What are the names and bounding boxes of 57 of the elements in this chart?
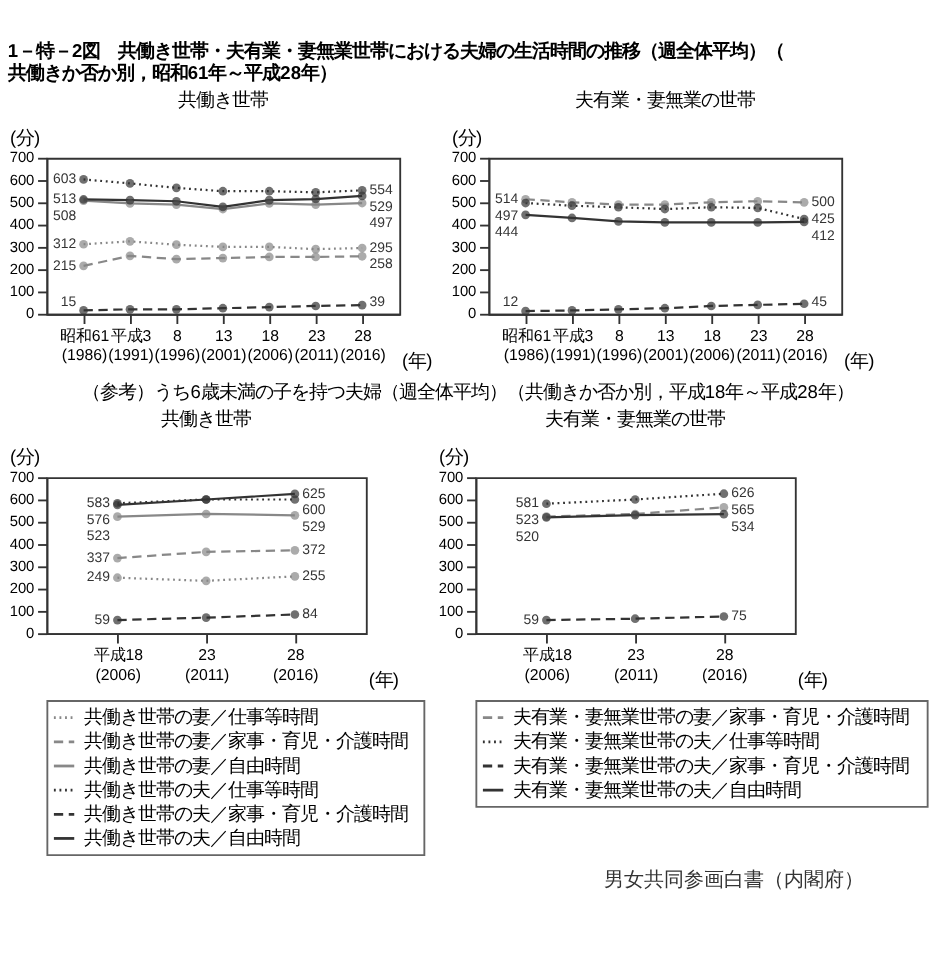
legend-label: 共働き世帯の夫／仕事等時間: [83, 779, 318, 800]
legend-label: 共働き世帯の夫／自由時間: [83, 828, 300, 848]
chart-subtitle: 1－特－2図 共働き世帯・夫有業・妻無業世帯における夫婦の生活時間の推移（週全体平均）（共働きか否か別，昭和61年～平成28年）: [5, 40, 785, 83]
legend-label: 共働き世帯の妻／仕事等時間: [83, 707, 318, 728]
y-tick-label: 500: [9, 193, 35, 211]
y-axis-title: (分): [9, 127, 41, 148]
text: （参考）うち6歳未満の子を持つ夫婦（週全体平均）（共働きか否か別，平成18年～平成28年）: [82, 382, 854, 403]
y-tick-label: 600: [9, 170, 35, 189]
y-tick-label: 700: [9, 467, 35, 486]
text: 男女共同参画白書（内閣府）: [603, 867, 864, 892]
y-tick-label: 200: [9, 259, 35, 278]
y-tick-label: 300: [451, 237, 477, 256]
y-tick-label: 100: [9, 282, 35, 301]
x-axis-title: (年): [797, 670, 828, 691]
y-tick-label: 700: [451, 148, 477, 167]
y-axis-title: (分): [9, 447, 41, 468]
y-tick-label: 100: [438, 601, 464, 620]
x-axis-title: (年): [844, 350, 875, 371]
y-tick-label: 400: [451, 215, 477, 234]
x-axis-title: (年): [368, 670, 399, 691]
y-tick-label: 600: [451, 170, 477, 189]
y-tick-label: 300: [9, 237, 35, 256]
y-tick-label: 100: [451, 282, 477, 301]
chart-title: 共働き世帯: [177, 89, 268, 110]
y-tick-label: 600: [9, 490, 35, 509]
y-tick-label: 200: [451, 259, 477, 278]
y-tick-label: 0: [468, 304, 477, 323]
y-tick-label: 500: [438, 512, 464, 531]
legend-label: 夫有業・妻無業世帯の妻／家事・育児・介護時間: [512, 707, 909, 728]
y-axis-title: (分): [451, 127, 483, 148]
legend-label: 共働き世帯の妻／家事・育児・介護時間: [83, 731, 408, 752]
y-tick-label: 100: [9, 601, 35, 620]
y-tick-label: 700: [9, 148, 35, 167]
y-tick-label: 600: [438, 490, 464, 509]
y-tick-label: 400: [9, 534, 35, 553]
y-tick-label: 700: [438, 467, 464, 486]
y-tick-label: 400: [9, 215, 35, 234]
legend-label: 共働き世帯の妻／自由時間: [83, 755, 300, 776]
legend-label: 共働き世帯の夫／家事・育児・介護時間: [83, 803, 408, 824]
y-tick-label: 0: [455, 623, 464, 642]
y-axis-title: (分): [438, 447, 470, 468]
y-tick-label: 500: [9, 512, 35, 531]
y-tick-label: 500: [451, 193, 477, 211]
x-axis-title: (年): [402, 350, 433, 371]
y-tick-label: 200: [9, 579, 35, 598]
legend-label: 夫有業・妻無業世帯の夫／家事・育児・介護時間: [512, 755, 909, 776]
legend-label: 夫有業・妻無業世帯の夫／自由時間: [512, 779, 801, 800]
legend-label: 夫有業・妻無業世帯の夫／仕事等時間: [512, 731, 819, 752]
y-tick-label: 200: [438, 579, 464, 598]
chart-title: 夫有業・妻無業の世帯: [545, 409, 726, 430]
y-tick-label: 400: [438, 534, 464, 553]
y-tick-label: 300: [438, 557, 464, 575]
y-tick-label: 300: [9, 557, 35, 575]
y-tick-label: 0: [26, 304, 35, 323]
chart-title: 夫有業・妻無業の世帯: [574, 89, 755, 110]
chart-title: 共働き世帯: [161, 409, 252, 430]
y-tick-label: 0: [26, 623, 35, 642]
